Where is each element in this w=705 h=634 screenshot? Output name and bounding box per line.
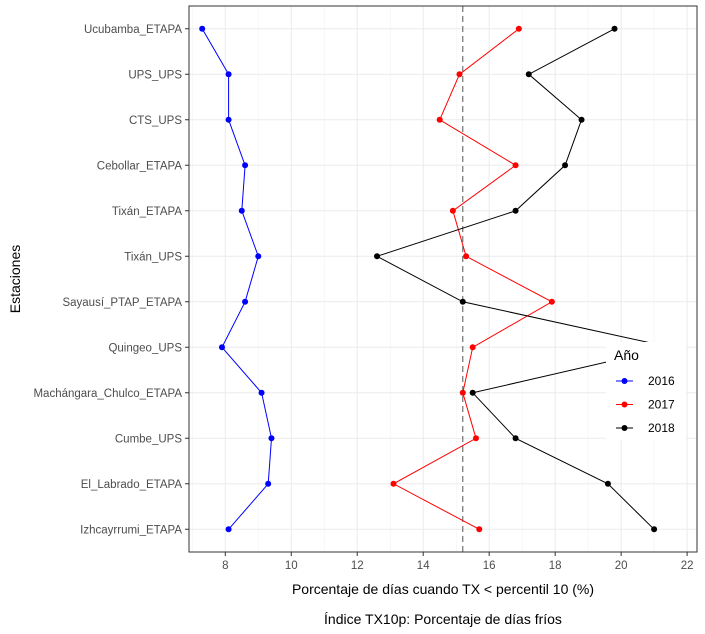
- series-line-2016: [201, 28, 273, 530]
- y-tick-label: Izhcayrrumi_ETAPA: [80, 524, 182, 536]
- legend-item-2016: 2016: [616, 374, 675, 388]
- data-point-2017: [459, 389, 466, 396]
- y-tick-label: Cumbe_UPS: [115, 433, 182, 445]
- x-tick-label: 22: [681, 560, 694, 572]
- x-axis-title: Porcentaje de días cuando TX < percentil…: [292, 581, 594, 597]
- y-tick-label: CTS_UPS: [129, 115, 182, 127]
- data-point-2016: [218, 344, 225, 351]
- series-layer: [199, 25, 674, 533]
- x-tick-label: 16: [483, 560, 496, 572]
- series-line-2018: [375, 28, 671, 530]
- y-tick-label: Ucubamba_ETAPA: [84, 24, 182, 36]
- data-point-2017: [436, 116, 443, 123]
- legend-items: 2016 2017 2018: [616, 374, 675, 435]
- data-point-2017: [469, 344, 476, 351]
- x-tick-label: 14: [417, 560, 430, 572]
- y-tick-label: Cebollar_ETAPA: [97, 160, 183, 172]
- data-point-2016: [242, 162, 249, 169]
- data-point-2017: [476, 526, 483, 533]
- legend-key-point: [621, 401, 628, 408]
- legend-label: 2017: [648, 398, 675, 412]
- data-point-2016: [225, 116, 232, 123]
- x-tick-label: 12: [351, 560, 364, 572]
- x-tick-label: 20: [615, 560, 628, 572]
- y-axis-title: Estaciones: [7, 245, 23, 313]
- data-point-2017: [390, 480, 397, 487]
- legend-item-2017: 2017: [616, 398, 675, 412]
- data-point-2018: [578, 116, 585, 123]
- series-2017: [390, 25, 555, 533]
- data-point-2016: [268, 435, 275, 442]
- legend-key-point: [621, 378, 628, 384]
- series-2016: [199, 25, 275, 533]
- chart-caption: Índice TX10p: Porcentaje de días fríos: [324, 611, 562, 627]
- data-point-2016: [199, 25, 206, 32]
- plot-border: [188, 5, 698, 553]
- y-tick-label: Quingeo_UPS: [108, 342, 182, 354]
- plot-panel: [189, 6, 697, 552]
- data-point-2018: [562, 162, 569, 169]
- data-point-2018: [651, 526, 658, 533]
- data-point-2017: [449, 207, 456, 214]
- data-point-2016: [255, 253, 262, 260]
- y-tick-label: Tixán_ETAPA: [112, 206, 182, 218]
- y-tick-label: UPS_UPS: [128, 69, 182, 81]
- data-point-2018: [512, 207, 519, 214]
- data-point-2017: [472, 435, 479, 442]
- data-point-2016: [258, 389, 265, 396]
- y-tick-label: Sayausí_PTAP_ETAPA: [62, 297, 182, 309]
- data-point-2017: [463, 253, 470, 260]
- data-point-2018: [512, 435, 519, 442]
- data-point-2018: [374, 253, 381, 260]
- series-line-2017: [392, 28, 553, 530]
- y-tick-label: El_Labrado_ETAPA: [81, 479, 183, 491]
- legend-item-2018: 2018: [616, 421, 675, 435]
- x-tick-label: 18: [549, 560, 562, 572]
- data-point-2017: [512, 162, 519, 169]
- data-point-2018: [525, 71, 532, 78]
- y-tick-label: Machángara_Chulco_ETAPA: [33, 388, 182, 400]
- data-point-2016: [242, 298, 249, 305]
- x-axis: 8 10 12 14 16 18 20 22: [222, 552, 694, 572]
- legend-background: [606, 342, 686, 440]
- data-point-2016: [238, 207, 245, 214]
- data-point-2018: [469, 389, 476, 396]
- data-point-2016: [225, 526, 232, 533]
- data-point-2016: [225, 71, 232, 78]
- data-point-2017: [548, 298, 555, 305]
- y-tick-label: Tixán_UPS: [124, 251, 182, 263]
- legend: Año 2016 2017 2018: [606, 342, 686, 440]
- data-point-2016: [265, 480, 272, 487]
- legend-key-point: [621, 425, 628, 431]
- legend-title: Año: [614, 347, 639, 363]
- legend-label: 2018: [648, 421, 675, 435]
- data-point-2018: [604, 480, 611, 487]
- data-point-2017: [515, 25, 522, 32]
- data-point-2018: [459, 298, 466, 305]
- x-tick-label: 8: [222, 560, 228, 572]
- x-tick-label: 10: [285, 560, 298, 572]
- legend-label: 2016: [648, 374, 675, 388]
- y-axis: Ucubamba_ETAPA UPS_UPS CTS_UPS Cebollar_ETA…: [33, 24, 189, 536]
- data-point-2017: [456, 71, 463, 78]
- data-point-2018: [611, 25, 618, 32]
